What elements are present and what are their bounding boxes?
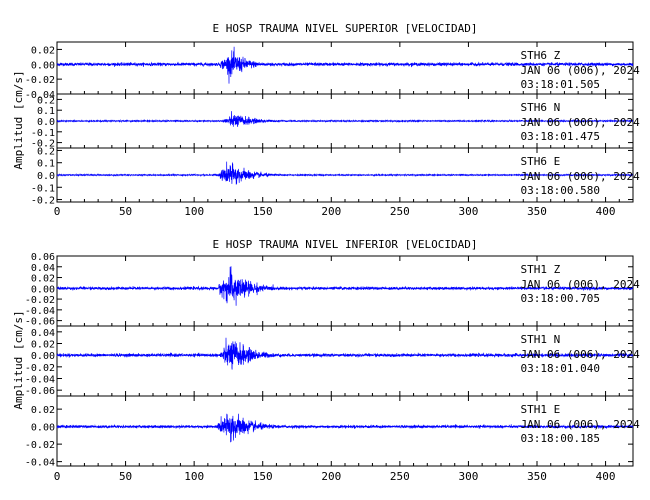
- waveform-trace: [56, 413, 634, 443]
- chart-title: E HOSP TRAUMA NIVEL SUPERIOR [VELOCIDAD]: [213, 22, 478, 35]
- y-tick-label: -0.04: [25, 90, 55, 101]
- x-tick-label: 400: [596, 470, 616, 483]
- x-tick-label: 300: [458, 205, 478, 218]
- x-tick-label: 250: [390, 205, 410, 218]
- y-tick-label: -0.2: [31, 139, 55, 150]
- trace-panel-sth6-z: -0.04 -0.02 0.00 0.02 STH6 Z JAN 06 (006), 20…: [25, 41, 641, 101]
- x-tick-label: 250: [390, 470, 410, 483]
- trace-time: 03:18:01.040: [521, 362, 600, 375]
- station-component-label: STH6 E: [521, 155, 561, 168]
- x-tick-label: 50: [119, 470, 132, 483]
- y-tick-label: 0.04: [31, 328, 55, 339]
- trace-date: JAN 06 (006), 2024: [521, 348, 641, 361]
- chart-title: E HOSP TRAUMA NIVEL INFERIOR [VELOCIDAD]: [213, 238, 478, 251]
- x-tick-label: 100: [184, 205, 204, 218]
- y-tick-label: -0.1: [31, 128, 55, 139]
- station-component-label: STH6 Z: [521, 49, 561, 62]
- y-tick-label: 0.0: [37, 117, 55, 128]
- y-tick-label: 0.2: [37, 95, 55, 106]
- x-tick-label: 150: [253, 470, 273, 483]
- waveform-trace: [56, 266, 634, 306]
- y-tick-label: 0.06: [31, 252, 55, 263]
- y-tick-label: 0.02: [31, 274, 55, 285]
- trace-time: 03:18:00.580: [521, 184, 600, 197]
- y-tick-label: -0.04: [25, 375, 55, 386]
- station-component-label: STH1 E: [521, 403, 561, 416]
- trace-date: JAN 06 (006), 2024: [521, 64, 641, 77]
- trace-time: 03:18:00.705: [521, 292, 600, 305]
- station-component-label: STH1 Z: [521, 263, 561, 276]
- x-tick-label: 150: [253, 205, 273, 218]
- x-tick-label: 200: [321, 205, 341, 218]
- chart-panel-2: E HOSP TRAUMA NIVEL INFERIOR [VELOCIDAD]…: [12, 238, 640, 483]
- waveform-trace: [56, 337, 634, 370]
- station-component-label: STH6 N: [521, 101, 561, 114]
- x-tick-label: 300: [458, 470, 478, 483]
- trace-date: JAN 06 (006), 2024: [521, 418, 641, 431]
- x-tick-label: 0: [54, 470, 61, 483]
- trace-panel-sth1-z: -0.06-0.04-0.020.000.020.040.06 STH1 Z JAN…: [25, 252, 640, 328]
- trace-date: JAN 06 (006), 2024: [521, 170, 641, 183]
- y-tick-label: -0.2: [31, 196, 55, 207]
- y-tick-label: -0.1: [31, 183, 55, 194]
- y-tick-label: 0.2: [37, 146, 55, 157]
- x-tick-label: 50: [119, 205, 132, 218]
- y-tick-label: -0.04: [25, 458, 55, 469]
- trace-panel-sth6-n: -0.2-0.10.00.10.2 STH6 N JAN 06 (006), 202…: [31, 93, 641, 150]
- y-tick-label: -0.02: [25, 75, 55, 86]
- y-tick-label: -0.02: [25, 440, 55, 451]
- trace-date: JAN 06 (006), 2024: [521, 278, 641, 291]
- waveform-trace: [56, 161, 633, 185]
- y-tick-label: -0.04: [25, 306, 55, 317]
- trace-panel-sth1-n: -0.06-0.04-0.020.000.020.04 STH1 N JAN 06 …: [25, 325, 641, 397]
- y-tick-label: -0.06: [25, 317, 55, 328]
- y-tick-label: 0.00: [31, 284, 55, 295]
- y-tick-label: -0.06: [25, 386, 55, 397]
- y-tick-label: 0.00: [31, 423, 55, 434]
- trace-time: 03:18:01.475: [521, 130, 600, 143]
- x-tick-label: 350: [527, 205, 547, 218]
- y-tick-label: -0.02: [25, 295, 55, 306]
- trace-panel-sth6-e: -0.2 -0.10.00.1 0.2 STH6 E JAN 06 (006), 202…: [31, 146, 640, 206]
- x-tick-label: 100: [184, 470, 204, 483]
- chart-panel-1: E HOSP TRAUMA NIVEL SUPERIOR [VELOCIDAD]…: [12, 22, 640, 218]
- y-axis-label: Amplitud [cm/s]: [12, 70, 25, 169]
- y-tick-label: 0.04: [31, 263, 55, 274]
- trace-panel-sth1-e: -0.04 -0.02 0.00 0.02 STH1 E JAN 06 (006), 20…: [25, 395, 641, 469]
- y-tick-label: 0.1: [37, 106, 55, 117]
- y-tick-label: 0.1: [37, 159, 55, 170]
- y-tick-label: 0.02: [31, 340, 55, 351]
- y-tick-label: 0.00: [31, 60, 55, 71]
- trace-time: 03:18:01.505: [521, 78, 600, 91]
- waveform-trace: [56, 111, 634, 127]
- y-tick-label: 0.0: [37, 171, 55, 182]
- x-tick-label: 350: [527, 470, 547, 483]
- waveform-trace: [56, 46, 634, 84]
- trace-date: JAN 06 (006), 2024: [521, 116, 641, 129]
- x-tick-label: 0: [54, 205, 61, 218]
- y-tick-label: -0.02: [25, 363, 55, 374]
- x-tick-label: 200: [321, 470, 341, 483]
- x-tick-label: 400: [596, 205, 616, 218]
- y-axis-label: Amplitud [cm/s]: [12, 310, 25, 409]
- trace-time: 03:18:00.185: [521, 432, 600, 445]
- y-tick-label: 0.02: [31, 405, 55, 416]
- y-tick-label: 0.00: [31, 351, 55, 362]
- y-tick-label: 0.02: [31, 45, 55, 56]
- station-component-label: STH1 N: [521, 333, 561, 346]
